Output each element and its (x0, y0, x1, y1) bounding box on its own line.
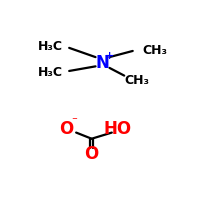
Text: CH₃: CH₃ (124, 74, 149, 87)
Text: O: O (85, 145, 99, 163)
Text: CH₃: CH₃ (142, 44, 167, 57)
Text: N: N (96, 54, 109, 72)
Text: +: + (105, 51, 115, 61)
Text: ⁻: ⁻ (72, 116, 78, 126)
Text: HO: HO (104, 120, 132, 138)
Text: H₃C: H₃C (38, 66, 63, 79)
Text: O: O (59, 120, 73, 138)
Text: H₃C: H₃C (38, 40, 63, 53)
